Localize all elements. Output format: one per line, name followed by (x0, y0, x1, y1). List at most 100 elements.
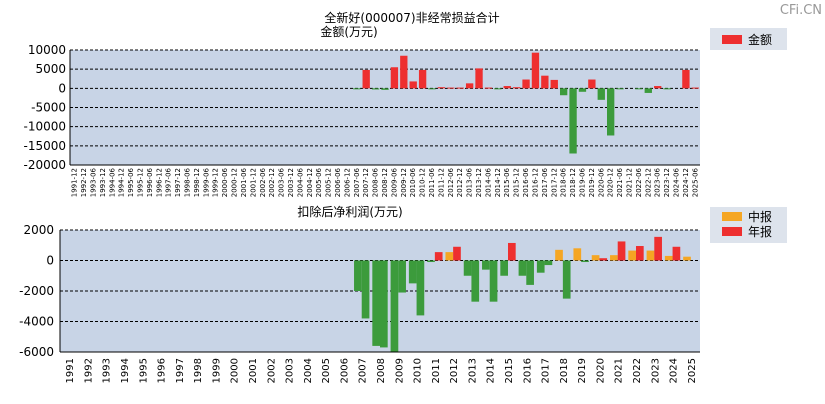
chart1-legend: 金额 (710, 28, 787, 50)
chart2-x-tick-label: 2022 (632, 358, 643, 383)
chart1-y-tick-label: 10000 (28, 43, 66, 57)
chart1-y-tick-label: -5000 (31, 101, 66, 115)
chart1-x-tick-label: 2014-12 (494, 168, 502, 197)
chart2-bar-interim (354, 260, 362, 291)
chart1-bar (597, 88, 605, 100)
chart1-x-tick-label: 2000-06 (221, 167, 229, 197)
chart1-bar (635, 88, 643, 90)
chart1-ylabel: 金额(万元) (320, 24, 377, 39)
chart1-bar (578, 88, 587, 92)
chart2-bar-interim (445, 252, 454, 261)
chart2-bar-annual (416, 260, 425, 316)
chart2-x-tick-label: 1997 (175, 358, 186, 383)
chart2-x-tick-labels: 1991 1992 1993 1994 1995 1996 1997 1998 1999 2000… (65, 358, 698, 383)
chart1-x-tick-label: 1991-12 (71, 168, 79, 197)
chart1-x-tick-label: 2008-06 (372, 167, 380, 197)
chart1-x-tick-label: 2021-06 (616, 167, 624, 197)
chart1-bar (353, 88, 361, 90)
chart1-x-tick-label: 2017-12 (550, 168, 558, 197)
chart1-x-tick-label: 2011-06 (428, 167, 436, 197)
chart2-bar-annual (471, 260, 480, 302)
chart2-x-tick-label: 2007 (358, 358, 369, 383)
chart2-x-tick-label: 2010 (413, 358, 424, 383)
chart1-bar (569, 88, 577, 154)
chart2-x-tick-label: 2009 (394, 358, 405, 383)
chart1-bar (381, 88, 389, 90)
chart2-legend-label-annual: 年报 (748, 224, 772, 239)
chart1-bar (663, 88, 671, 90)
chart1-x-tick-label: 2020-06 (597, 167, 605, 197)
chart1-bar (390, 67, 399, 89)
chart1-y-tick-label: 5000 (35, 62, 66, 76)
chart2-x-tick-label: 1995 (138, 358, 149, 383)
chart1-bar (437, 87, 446, 89)
chart1-bar (503, 86, 511, 89)
chart2-x-tick-label: 2012 (449, 358, 460, 383)
chart1-x-tick-label: 2016-06 (522, 167, 530, 197)
chart1-legend-box (710, 28, 787, 50)
chart1-bar (362, 69, 370, 89)
chart1-x-tick-label: 1998-12 (193, 168, 201, 197)
chart1-bar (456, 87, 464, 89)
chart2-y-tick-label: -6000 (19, 345, 54, 359)
chart2-x-tick-label: 2019 (577, 358, 588, 383)
chart2-bar-interim (591, 255, 600, 261)
chart2-x-tick-label: 2001 (248, 358, 259, 383)
chart2-bar-annual (562, 260, 571, 299)
chart1-bar (588, 79, 596, 89)
chart2-bar-interim (390, 260, 399, 352)
chart1-bar (428, 88, 436, 90)
chart2-bar-annual (453, 246, 461, 261)
chart2-bars (354, 236, 691, 352)
chart2-bar-interim (646, 250, 655, 261)
chart1-bar (465, 83, 474, 89)
chart1-bar (607, 88, 615, 136)
chart1-x-tick-label: 2016-12 (531, 168, 539, 197)
chart2-x-tick-label: 2000 (230, 358, 241, 383)
chart1-bar (691, 87, 699, 89)
chart1-y-tick-label: -20000 (23, 158, 66, 172)
chart2-bar-annual (544, 260, 553, 266)
chart2-y-tick-label: 2000 (23, 223, 54, 237)
chart2-x-tick-label: 2017 (541, 358, 552, 383)
chart1-x-tick-label: 2009-06 (390, 167, 398, 197)
chart1-x-tick-label: 1997-06 (165, 167, 173, 197)
chart2-x-tick-label: 2021 (614, 358, 625, 383)
chart1-bar (494, 88, 502, 90)
chart1-x-tick-label: 2015-12 (513, 168, 521, 197)
chart2-bar-interim (536, 260, 545, 273)
chart1-x-tick-label: 2019-06 (578, 167, 586, 197)
chart2-bar-interim (408, 260, 417, 284)
chart1-x-tick-label: 2020-12 (607, 168, 615, 197)
chart2-bar-interim (372, 260, 380, 346)
chart1-x-tick-label: 2009-12 (400, 168, 408, 197)
chart1-x-tick-label: 2024-06 (672, 167, 680, 197)
chart1-legend-label-amount: 金额 (748, 32, 772, 47)
chart2-x-tick-label: 2002 (266, 358, 277, 383)
chart1-bar (371, 88, 380, 90)
chart2-x-tick-label: 2023 (650, 358, 661, 383)
chart2-x-tick-label: 2004 (303, 358, 314, 383)
chart1-x-tick-label: 2008-12 (381, 168, 389, 197)
chart1-y-tick-label: -15000 (23, 139, 66, 153)
chart1-bar (512, 87, 521, 89)
chart1-x-tick-label: 2019-12 (588, 168, 596, 197)
chart1-bar (682, 69, 690, 89)
chart2-title: 扣除后净利润(万元) (297, 204, 402, 219)
chart1-legend-swatch-amount (722, 35, 742, 44)
chart2-x-tick-label: 2008 (376, 358, 387, 383)
chart2-bar-annual (361, 260, 370, 319)
chart1-x-tick-label: 2007-12 (362, 168, 370, 197)
chart2-x-tick-label: 1999 (211, 358, 222, 383)
chart1-x-tick-label: 2018-12 (569, 168, 577, 197)
chart1-x-tick-label: 1992-12 (80, 168, 88, 197)
chart2-bar-interim (628, 250, 636, 261)
chart1-x-tick-label: 2005-12 (325, 168, 333, 197)
chart2-y-tick-label: 0 (46, 254, 54, 268)
watermark: CFi.CN (780, 3, 822, 18)
chart1-x-tick-label: 2006-06 (334, 167, 342, 197)
chart1-bar (447, 87, 455, 89)
chart2-y-tick-label: -4000 (19, 315, 54, 329)
chart1-x-tick-label: 2014-06 (484, 167, 492, 197)
chart1-x-tick-label: 2022-06 (635, 167, 643, 197)
